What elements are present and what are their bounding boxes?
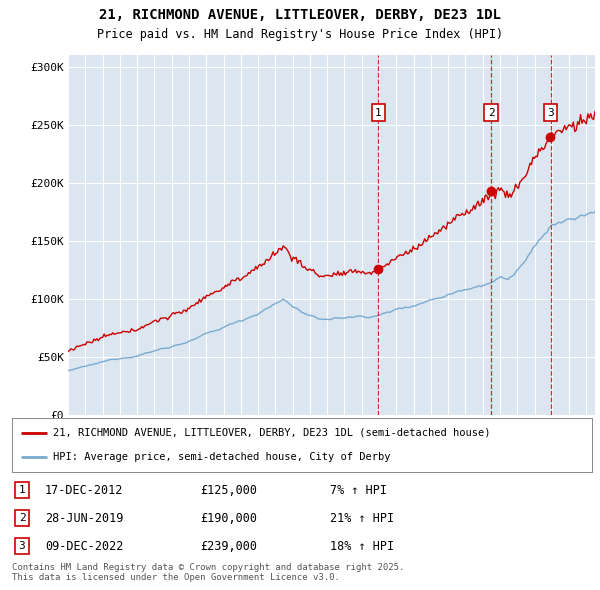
Text: 21% ↑ HPI: 21% ↑ HPI — [330, 512, 394, 525]
Text: Price paid vs. HM Land Registry's House Price Index (HPI): Price paid vs. HM Land Registry's House … — [97, 28, 503, 41]
Text: 3: 3 — [19, 541, 25, 551]
Text: 1: 1 — [375, 107, 382, 117]
Text: £239,000: £239,000 — [200, 539, 257, 552]
Text: 1: 1 — [19, 485, 25, 495]
Text: 3: 3 — [547, 107, 554, 117]
Text: 2: 2 — [488, 107, 494, 117]
Text: £125,000: £125,000 — [200, 483, 257, 497]
Text: 21, RICHMOND AVENUE, LITTLEOVER, DERBY, DE23 1DL: 21, RICHMOND AVENUE, LITTLEOVER, DERBY, … — [99, 8, 501, 22]
Text: 7% ↑ HPI: 7% ↑ HPI — [330, 483, 387, 497]
Text: Contains HM Land Registry data © Crown copyright and database right 2025.
This d: Contains HM Land Registry data © Crown c… — [12, 563, 404, 582]
Text: 28-JUN-2019: 28-JUN-2019 — [45, 512, 124, 525]
Text: £190,000: £190,000 — [200, 512, 257, 525]
Text: 17-DEC-2012: 17-DEC-2012 — [45, 483, 124, 497]
Text: HPI: Average price, semi-detached house, City of Derby: HPI: Average price, semi-detached house,… — [53, 453, 390, 463]
Text: 09-DEC-2022: 09-DEC-2022 — [45, 539, 124, 552]
Text: 18% ↑ HPI: 18% ↑ HPI — [330, 539, 394, 552]
Text: 2: 2 — [19, 513, 25, 523]
Text: 21, RICHMOND AVENUE, LITTLEOVER, DERBY, DE23 1DL (semi-detached house): 21, RICHMOND AVENUE, LITTLEOVER, DERBY, … — [53, 428, 490, 438]
